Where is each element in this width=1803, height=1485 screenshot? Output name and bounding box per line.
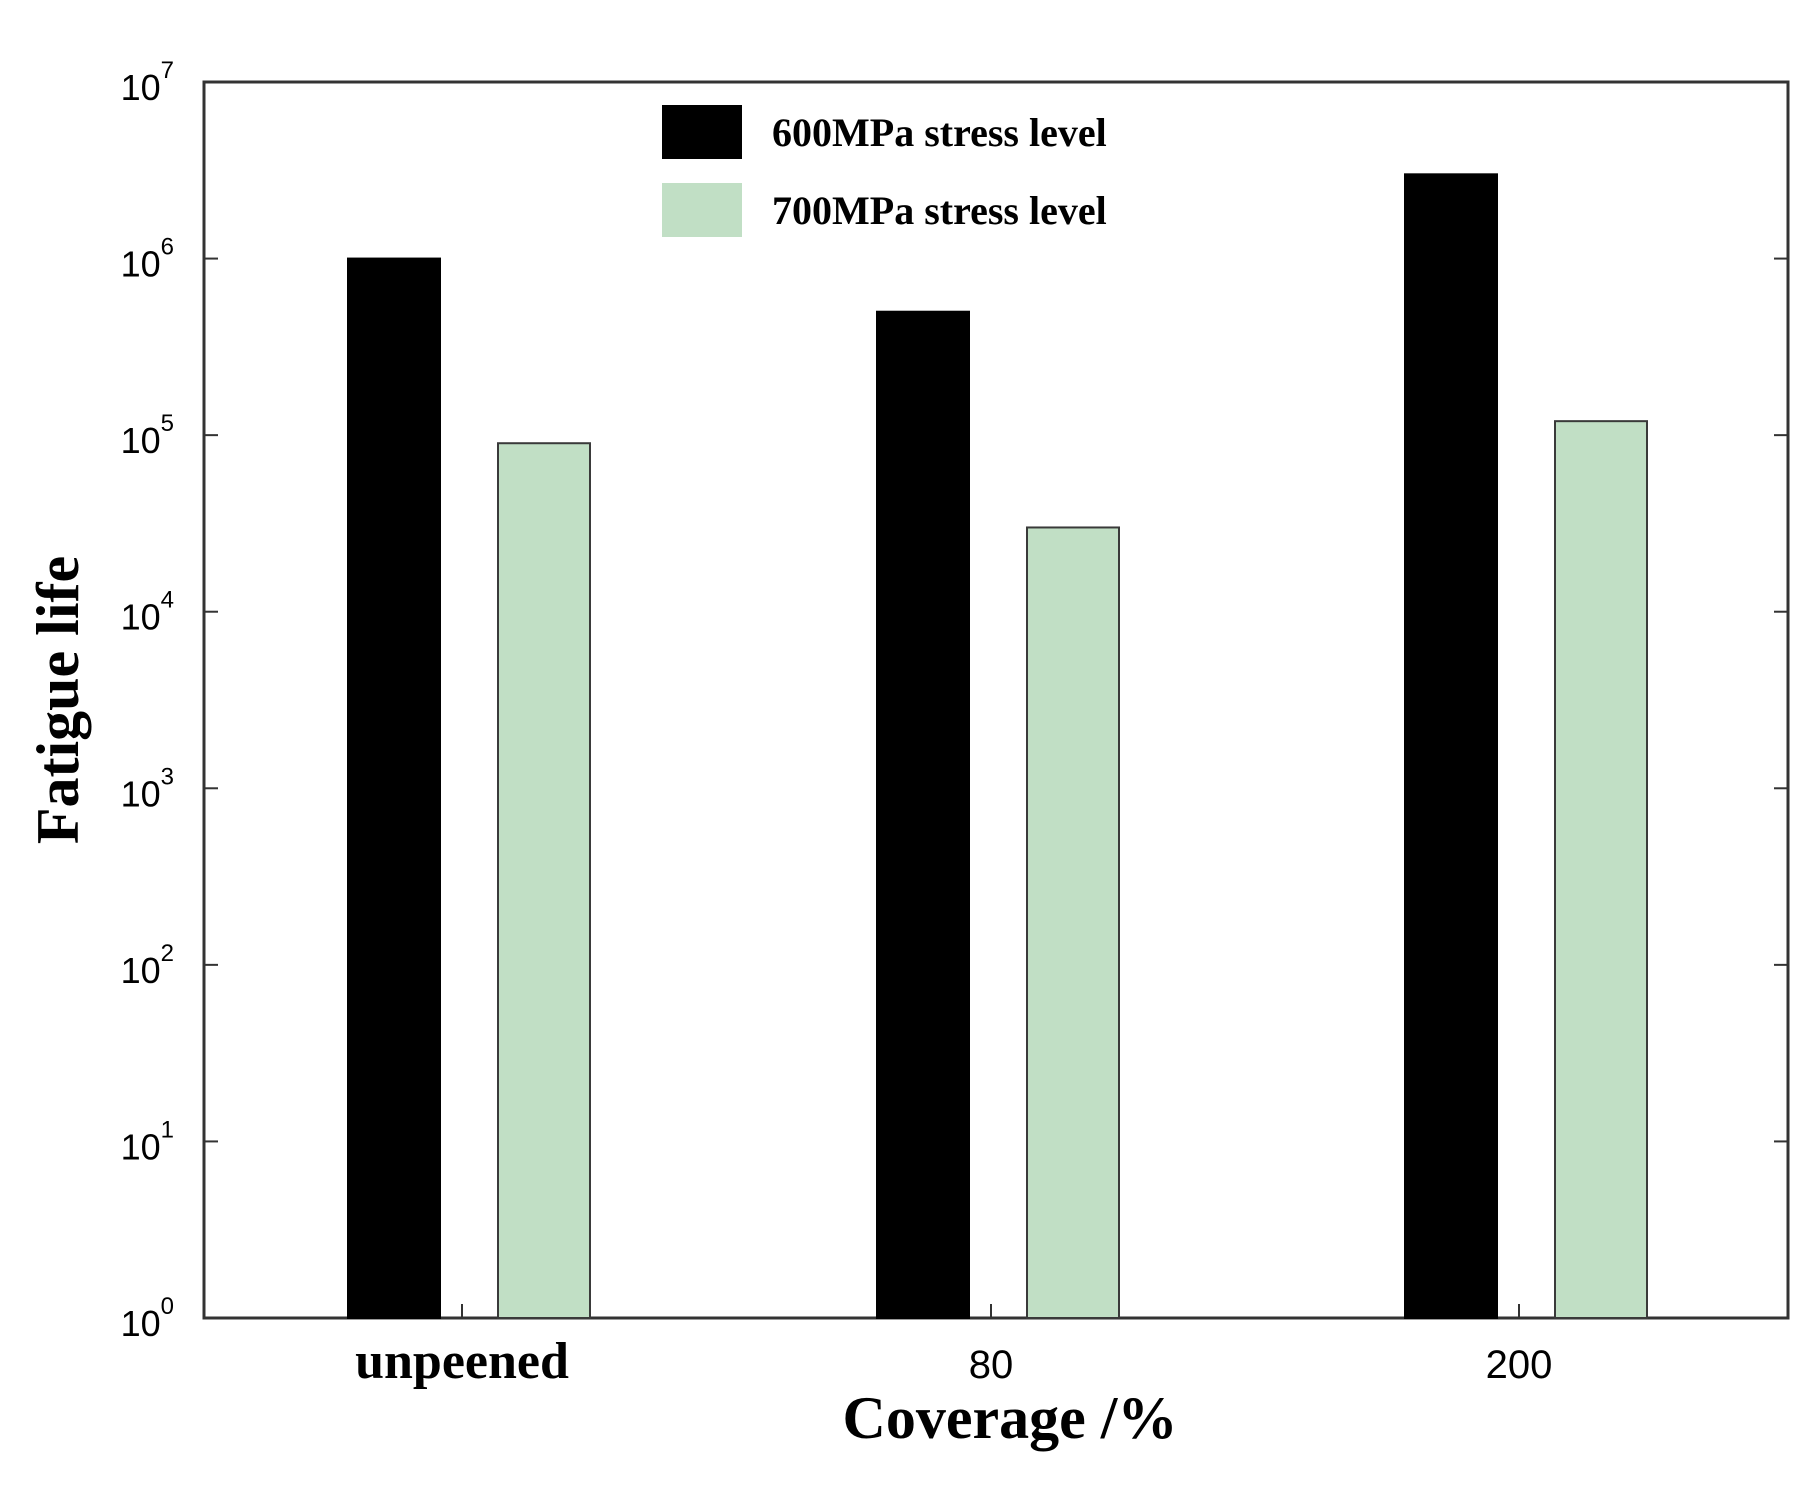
legend: 600MPa stress level 700MPa stress level	[662, 105, 1107, 237]
x-axis-title: Coverage /%	[843, 1385, 1178, 1451]
legend-swatch-600mpa	[662, 105, 742, 159]
bar-600mpa-unpeened	[347, 257, 441, 1320]
x-tick-label: unpeened	[355, 1333, 569, 1390]
legend-label-600mpa: 600MPa stress level	[772, 110, 1107, 155]
y-tick-label: 102	[121, 940, 174, 991]
x-tick-label: 80	[969, 1343, 1014, 1387]
plot-area-frame	[202, 80, 1790, 1320]
bar-700mpa-unpeened	[497, 442, 591, 1319]
bar-700mpa-80	[1026, 526, 1120, 1319]
legend-label-700mpa: 700MPa stress level	[772, 188, 1107, 233]
y-axis: 100 101 102 103 104 105 106 107	[121, 57, 1788, 1344]
bar-700mpa-200	[1554, 420, 1648, 1320]
y-tick-label: 104	[121, 587, 174, 638]
y-tick-label: 101	[121, 1116, 174, 1167]
y-tick-label: 106	[121, 234, 174, 285]
bars-layer	[347, 173, 1648, 1320]
bar-600mpa-200	[1404, 173, 1498, 1319]
x-tick-label: 200	[1486, 1343, 1553, 1387]
y-tick-label: 103	[121, 763, 174, 814]
legend-swatch-700mpa	[662, 183, 742, 237]
y-tick-label: 105	[121, 410, 174, 461]
y-tick-label: 100	[121, 1293, 174, 1344]
x-axis: unpeened 80 200	[355, 1304, 1552, 1390]
bar-600mpa-80	[876, 310, 970, 1319]
y-tick-label: 107	[121, 57, 174, 108]
y-axis-title: Fatigue life	[25, 556, 91, 844]
